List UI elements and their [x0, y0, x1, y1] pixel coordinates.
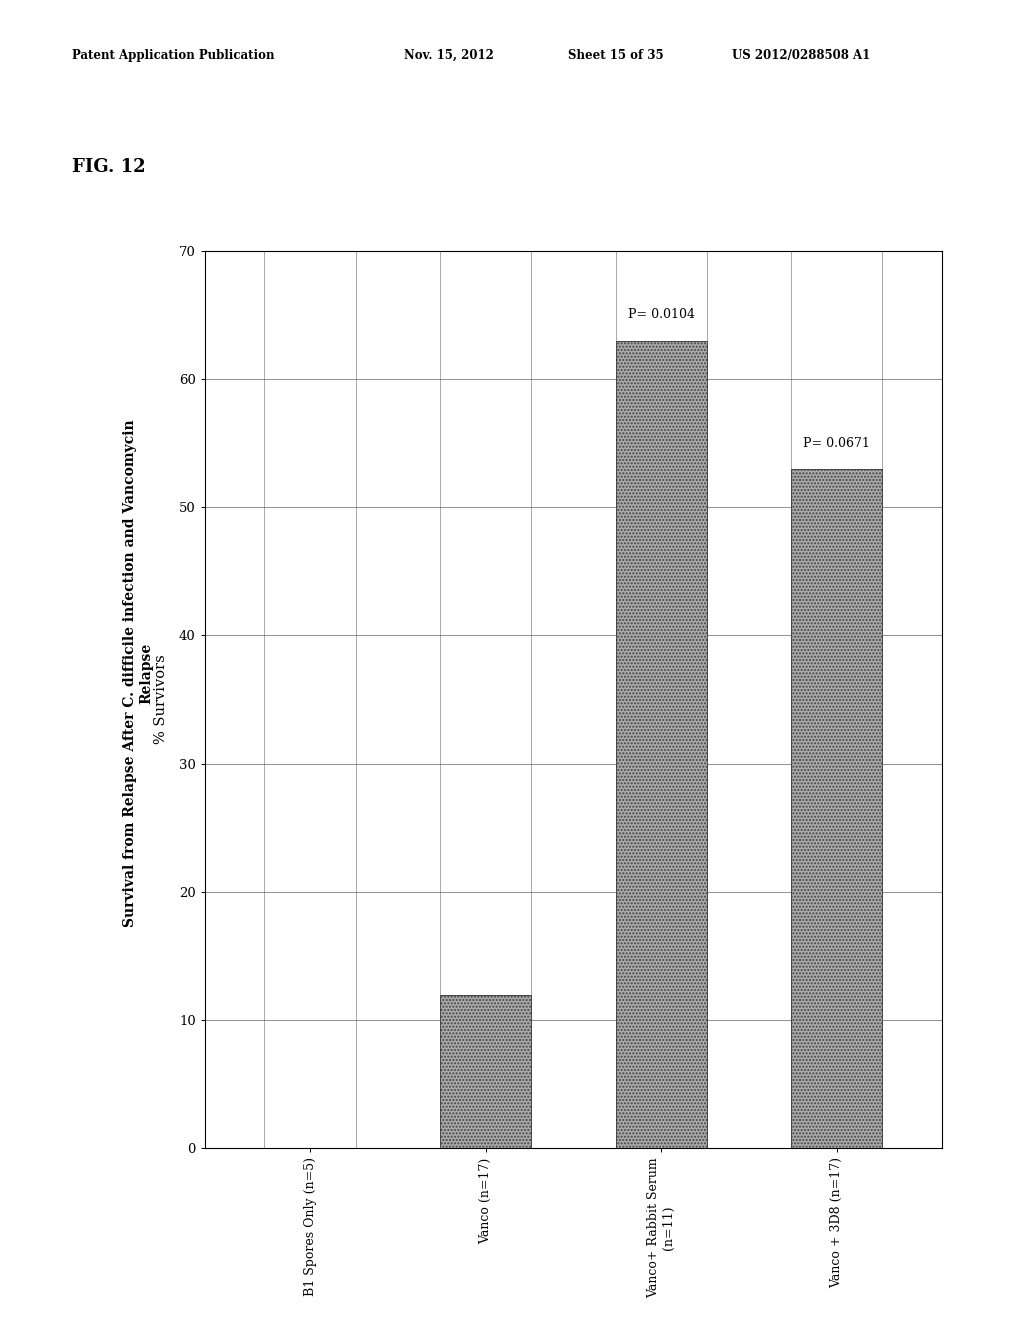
Y-axis label: % Survivors: % Survivors	[154, 655, 168, 744]
Text: Sheet 15 of 35: Sheet 15 of 35	[568, 49, 664, 62]
Text: P= 0.0671: P= 0.0671	[803, 437, 870, 450]
Text: Patent Application Publication: Patent Application Publication	[72, 49, 274, 62]
Text: US 2012/0288508 A1: US 2012/0288508 A1	[732, 49, 870, 62]
Bar	[440, 994, 531, 1148]
Text: FIG. 12: FIG. 12	[72, 158, 145, 177]
Bar	[792, 469, 883, 1148]
Bar	[615, 341, 707, 1148]
Text: Nov. 15, 2012: Nov. 15, 2012	[404, 49, 495, 62]
Text: Survival from Relapse After C. difficile infection and Vancomycin
Relapse: Survival from Relapse After C. difficile…	[123, 420, 154, 927]
Text: P= 0.0104: P= 0.0104	[628, 309, 694, 321]
